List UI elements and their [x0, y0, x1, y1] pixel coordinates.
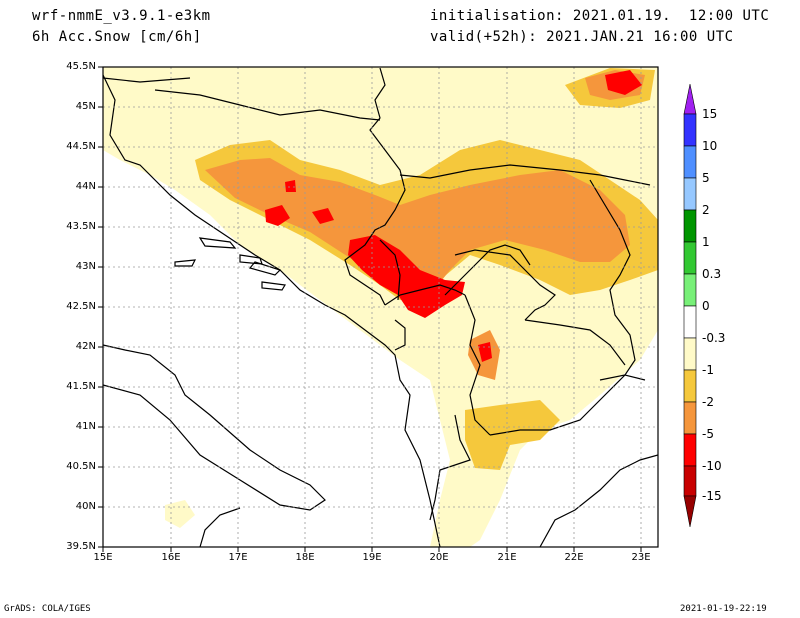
- border-greece-albania: [429, 414, 471, 521]
- colorbar-swatch-zero: [683, 305, 697, 339]
- lat-label: 45N: [75, 101, 96, 112]
- snow-level-5: [348, 235, 465, 318]
- colorbar-label: 5: [702, 171, 710, 185]
- colorbar-swatch-5-10: [683, 145, 697, 179]
- lat-label: 40.5N: [66, 461, 96, 472]
- border-serbia-hungary: [344, 67, 406, 306]
- adriatic-coast-east: [103, 74, 441, 547]
- lon-label: 15E: [93, 552, 113, 563]
- footer-timestamp: 2021-01-19-22:19: [680, 604, 767, 614]
- lat-label: 41N: [75, 421, 96, 432]
- lon-label: 20E: [429, 552, 449, 563]
- borders: [103, 67, 658, 547]
- snow-level-1-se: [465, 400, 560, 470]
- lat-label: 43.5N: [66, 221, 96, 232]
- init-time: initialisation: 2021.01.19. 12:00 UTC: [430, 8, 770, 24]
- lon-label: 23E: [631, 552, 651, 563]
- border-croatia-bosnia-north: [154, 89, 381, 121]
- snow-level-2: [205, 158, 630, 298]
- lat-label: 41.5N: [66, 381, 96, 392]
- lon-label: 18E: [295, 552, 315, 563]
- italy-coast: [103, 344, 326, 511]
- border-albania-macedonia: [464, 294, 491, 436]
- colorbar-swatch-neg1: [683, 369, 697, 403]
- colorbar-label: 1: [702, 235, 710, 249]
- colorbar-label: -1: [702, 363, 714, 377]
- lon-label: 22E: [564, 552, 584, 563]
- variable-title: 6h Acc.Snow [cm/6h]: [32, 29, 202, 45]
- colorbar-swatch-10-15: [683, 113, 697, 147]
- colorbar-label: -0.3: [702, 331, 726, 345]
- colorbar-top-arrow: [683, 83, 697, 115]
- lon-label: 19E: [362, 552, 382, 563]
- lat-label: 39.5N: [66, 541, 96, 552]
- island-3: [174, 259, 197, 267]
- border-kosovo: [454, 249, 556, 321]
- colorbar-label: 10: [702, 139, 718, 153]
- snow-level-light-sw: [165, 500, 195, 528]
- colorbar-label: -10: [702, 459, 722, 473]
- lon-label: 16E: [161, 552, 181, 563]
- colorbar-label: 0: [702, 299, 710, 313]
- coast-greece-east: [539, 454, 658, 547]
- colorbar-label: 2: [702, 203, 710, 217]
- valid-time: valid(+52h): 2021.JAN.21 16:00 UTC: [430, 29, 734, 45]
- border-albania-montenegro: [394, 319, 406, 351]
- island-1: [198, 237, 237, 249]
- colorbar-label: 15: [702, 107, 718, 121]
- border-slovenia-croatia: [103, 77, 191, 83]
- colorbar-swatch-neg10: [683, 465, 697, 497]
- snow-level-5-c: [605, 70, 642, 95]
- border-romania: [399, 164, 651, 186]
- footer-credit: GrADS: COLA/IGES: [4, 604, 91, 614]
- coastlines: [103, 74, 441, 547]
- island-4: [239, 254, 263, 265]
- colorbar: [683, 83, 697, 528]
- border-greece: [489, 374, 646, 436]
- border-macedonia-bulgaria: [524, 319, 626, 366]
- colorbar-swatch-neg2: [683, 401, 697, 435]
- colorbar-label: 0.3: [702, 267, 722, 281]
- lat-label: 44.5N: [66, 141, 96, 152]
- colorbar-label: -2: [702, 395, 714, 409]
- lat-label: 45.5N: [66, 61, 96, 72]
- colorbar-swatch-2-5: [683, 177, 697, 211]
- lat-label: 42N: [75, 341, 96, 352]
- colorbar-label: -5: [702, 427, 714, 441]
- island-5: [261, 281, 286, 291]
- lon-label: 17E: [228, 552, 248, 563]
- lat-label: 43N: [75, 261, 96, 272]
- tick-marks: [98, 66, 642, 552]
- island-2: [248, 261, 282, 276]
- lon-label: 21E: [497, 552, 517, 563]
- colorbar-swatch-1-2: [683, 209, 697, 243]
- colorbar-swatch-neg0.3: [683, 337, 697, 371]
- border-serbia-east: [444, 244, 531, 296]
- snow-level-5-e: [285, 180, 296, 192]
- model-title: wrf-nmmE_v3.9.1-e3km: [32, 8, 211, 24]
- italy-coast-south: [199, 507, 241, 547]
- lat-label: 40N: [75, 501, 96, 512]
- border-montenegro: [384, 284, 466, 306]
- colorbar-label: -15: [702, 489, 722, 503]
- lat-label: 42.5N: [66, 301, 96, 312]
- border-bosnia-montenegro: [379, 239, 401, 301]
- border-bulgaria-serbia: [589, 179, 636, 381]
- grid-lines: [103, 67, 658, 547]
- lat-label: 44N: [75, 181, 96, 192]
- colorbar-swatch-0-0.3: [683, 273, 697, 307]
- colorbar-bottom-arrow: [683, 495, 697, 528]
- snow-level-5-b: [312, 208, 334, 224]
- colorbar-swatch-0.3-1: [683, 241, 697, 275]
- colorbar-swatch-neg5: [683, 433, 697, 467]
- snow-level-5-a: [265, 205, 290, 226]
